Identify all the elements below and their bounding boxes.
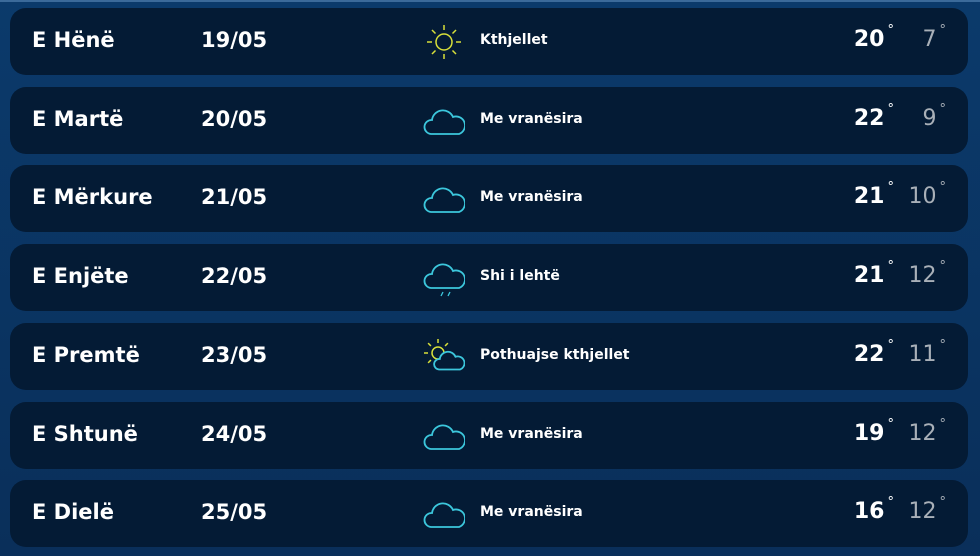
high-value: 22 bbox=[853, 105, 885, 131]
weather-description: Me vranësira bbox=[480, 189, 583, 206]
weather-description: Me vranësira bbox=[480, 425, 583, 442]
date: 22/05 bbox=[201, 264, 268, 289]
degree-symbol: ° bbox=[887, 101, 895, 117]
high-value: 20 bbox=[853, 27, 885, 52]
low-value: 10 bbox=[908, 184, 937, 210]
degree-symbol: ° bbox=[887, 259, 895, 275]
high-temp: 19 ° bbox=[853, 417, 894, 446]
weather-description: Pothuajse kthjellet bbox=[480, 346, 630, 363]
low-temp: 9 ° bbox=[922, 102, 947, 131]
rain-cloud-icon bbox=[423, 263, 465, 297]
forecast-row[interactable]: E Hënë 19/05 Kthjellet 20 ° 7 ° bbox=[10, 8, 968, 75]
forecast-row[interactable]: E Mërkure 21/05 Me vranësira 21 ° 10 ° bbox=[10, 165, 968, 233]
cloud-icon bbox=[423, 502, 465, 529]
degree-symbol: ° bbox=[887, 180, 895, 196]
day-name: E Shtunë bbox=[32, 421, 138, 446]
degree-symbol: ° bbox=[887, 23, 895, 38]
low-value: 7 bbox=[922, 27, 937, 52]
high-temp: 21 ° bbox=[853, 180, 894, 210]
forecast-row[interactable]: E Premtë 23/05 Pothuajse kthjellet 22 ° 1… bbox=[10, 322, 968, 390]
low-temp: 11 ° bbox=[908, 338, 947, 367]
day-name: E Martë bbox=[32, 106, 124, 131]
degree-symbol: ° bbox=[939, 337, 947, 353]
cloud-icon bbox=[423, 187, 465, 214]
high-value: 16 bbox=[853, 499, 885, 525]
low-value: 12 bbox=[908, 499, 937, 525]
degree-symbol: ° bbox=[939, 23, 947, 38]
low-value: 12 bbox=[908, 263, 937, 289]
high-value: 21 bbox=[853, 184, 885, 210]
date: 21/05 bbox=[201, 185, 268, 210]
weather-description: Shi i lehtë bbox=[480, 268, 560, 285]
low-value: 11 bbox=[908, 341, 937, 367]
low-temp: 12 ° bbox=[908, 417, 947, 446]
degree-symbol: ° bbox=[939, 180, 947, 196]
degree-symbol: ° bbox=[939, 495, 947, 511]
date: 19/05 bbox=[201, 28, 268, 52]
cloud-icon bbox=[423, 423, 465, 450]
date: 25/05 bbox=[201, 500, 268, 525]
low-temp: 12 ° bbox=[908, 259, 947, 289]
degree-symbol: ° bbox=[887, 416, 895, 432]
high-value: 19 bbox=[853, 420, 885, 446]
degree-symbol: ° bbox=[939, 101, 947, 117]
weather-description: Kthjellet bbox=[480, 32, 548, 48]
low-temp: 7 ° bbox=[922, 23, 947, 52]
high-temp: 21 ° bbox=[853, 259, 894, 289]
low-temp: 12 ° bbox=[908, 495, 947, 525]
degree-symbol: ° bbox=[939, 259, 947, 275]
low-value: 12 bbox=[908, 420, 937, 446]
date: 23/05 bbox=[201, 342, 268, 367]
high-temp: 22 ° bbox=[853, 102, 894, 131]
date: 20/05 bbox=[201, 106, 268, 131]
day-name: E Premtë bbox=[32, 342, 140, 367]
high-temp: 22 ° bbox=[853, 338, 894, 367]
forecast-row[interactable]: E Enjëte 22/05 Shi i lehtë 21 ° 12 ° bbox=[10, 244, 968, 312]
weather-description: Me vranësira bbox=[480, 504, 583, 521]
degree-symbol: ° bbox=[887, 495, 895, 511]
high-value: 22 bbox=[853, 341, 885, 367]
low-value: 9 bbox=[922, 105, 937, 131]
sun-icon bbox=[427, 25, 461, 59]
degree-symbol: ° bbox=[887, 337, 895, 353]
cloud-icon bbox=[423, 109, 465, 135]
low-temp: 10 ° bbox=[908, 180, 947, 210]
top-border bbox=[0, 0, 980, 2]
partly-cloudy-icon bbox=[424, 338, 465, 371]
date: 24/05 bbox=[201, 421, 268, 446]
high-temp: 16 ° bbox=[853, 495, 894, 525]
forecast-row[interactable]: E Martë 20/05 Me vranësira 22 ° 9 ° bbox=[10, 86, 968, 154]
day-name: E Hënë bbox=[32, 28, 115, 52]
day-name: E Dielë bbox=[32, 500, 114, 525]
high-value: 21 bbox=[853, 263, 885, 289]
weather-description: Me vranësira bbox=[480, 110, 583, 127]
forecast-row[interactable]: E Shtunë 24/05 Me vranësira 19 ° 12 ° bbox=[10, 401, 968, 469]
degree-symbol: ° bbox=[939, 416, 947, 432]
day-name: E Enjëte bbox=[32, 264, 129, 289]
high-temp: 20 ° bbox=[853, 23, 894, 52]
forecast-row[interactable]: E Dielë 25/05 Me vranësira 16 ° 12 ° bbox=[10, 480, 968, 548]
day-name: E Mërkure bbox=[32, 185, 153, 210]
